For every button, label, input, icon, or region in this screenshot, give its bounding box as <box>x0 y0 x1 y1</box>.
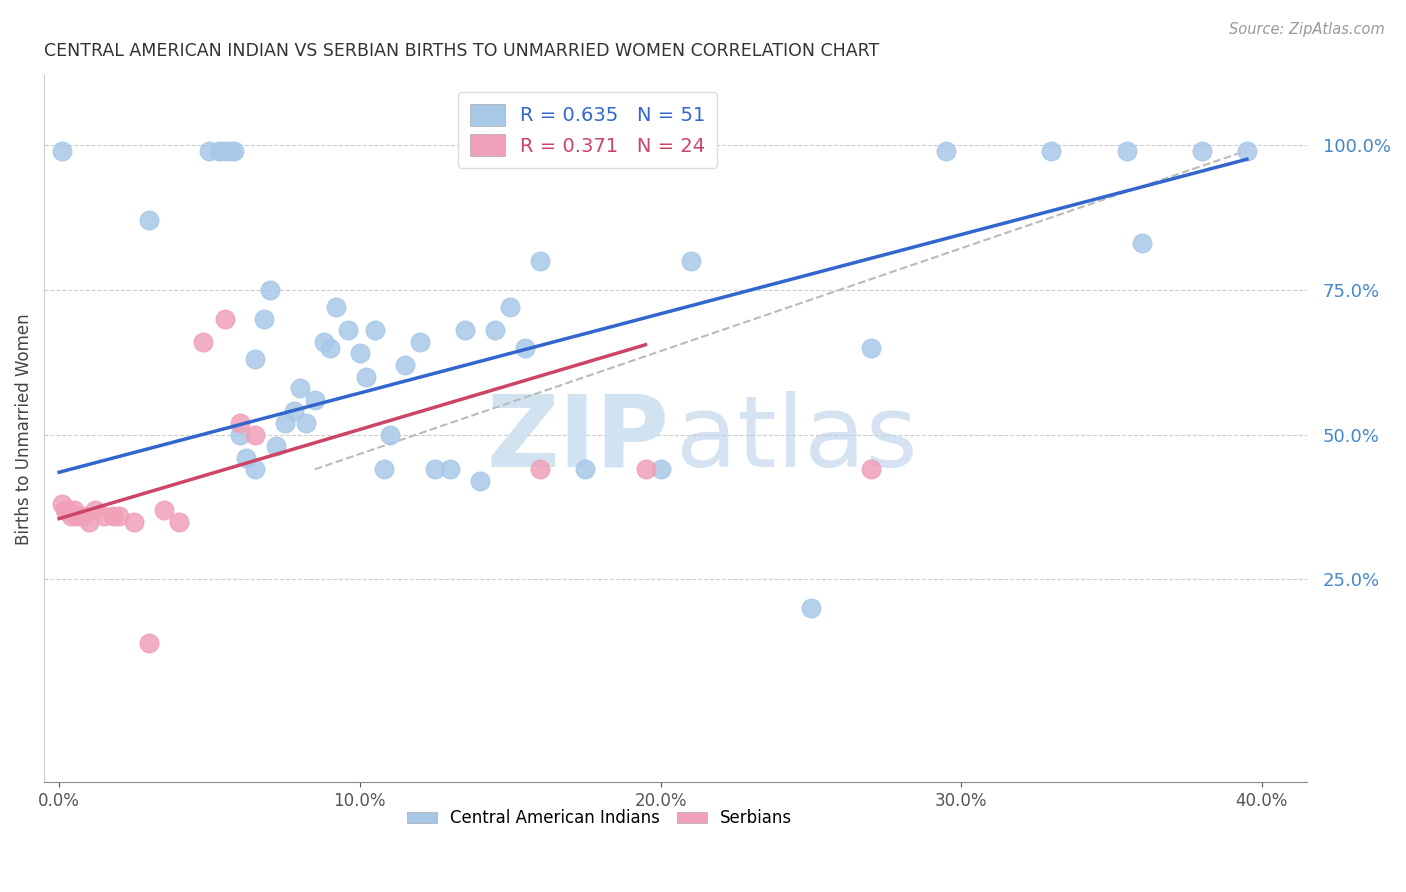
Point <box>103 508 125 523</box>
Point <box>252 311 274 326</box>
Point <box>77 515 100 529</box>
Text: Source: ZipAtlas.com: Source: ZipAtlas.com <box>1229 22 1385 37</box>
Point <box>423 462 446 476</box>
Point <box>66 508 89 523</box>
Point <box>574 462 596 476</box>
Point <box>235 450 257 465</box>
Point <box>243 352 266 367</box>
Point <box>51 497 73 511</box>
Point <box>409 334 432 349</box>
Point <box>499 300 522 314</box>
Point <box>319 341 342 355</box>
Point <box>634 462 657 476</box>
Point <box>108 508 131 523</box>
Point <box>650 462 672 476</box>
Point <box>264 439 287 453</box>
Point <box>312 334 335 349</box>
Point <box>454 323 477 337</box>
Point <box>394 358 416 372</box>
Point <box>679 253 702 268</box>
Point <box>60 508 83 523</box>
Point <box>153 503 176 517</box>
Point <box>228 427 250 442</box>
Point <box>273 416 295 430</box>
Point <box>283 404 305 418</box>
Point <box>219 144 242 158</box>
Point <box>354 369 377 384</box>
Point <box>364 323 387 337</box>
Point <box>84 503 107 517</box>
Point <box>935 144 957 158</box>
Point <box>378 427 401 442</box>
Point <box>214 311 236 326</box>
Point <box>259 283 281 297</box>
Point <box>529 462 551 476</box>
Point <box>1130 236 1153 251</box>
Point <box>325 300 347 314</box>
Point <box>349 346 371 360</box>
Point <box>529 253 551 268</box>
Point <box>439 462 461 476</box>
Point <box>800 601 823 615</box>
Legend: Central American Indians, Serbians: Central American Indians, Serbians <box>401 803 799 834</box>
Point <box>56 503 79 517</box>
Text: ZIP: ZIP <box>486 391 669 488</box>
Point <box>198 144 221 158</box>
Point <box>1040 144 1063 158</box>
Point <box>860 341 883 355</box>
Point <box>193 334 215 349</box>
Point <box>243 462 266 476</box>
Point <box>1236 144 1258 158</box>
Point <box>243 427 266 442</box>
Point <box>72 508 94 523</box>
Point <box>93 508 115 523</box>
Point <box>138 213 160 227</box>
Point <box>228 416 250 430</box>
Text: CENTRAL AMERICAN INDIAN VS SERBIAN BIRTHS TO UNMARRIED WOMEN CORRELATION CHART: CENTRAL AMERICAN INDIAN VS SERBIAN BIRTH… <box>44 42 879 60</box>
Point <box>860 462 883 476</box>
Point <box>468 474 491 488</box>
Point <box>124 515 146 529</box>
Point <box>373 462 395 476</box>
Point <box>207 144 229 158</box>
Point <box>336 323 359 337</box>
Y-axis label: Births to Unmarried Women: Births to Unmarried Women <box>15 313 32 545</box>
Point <box>1191 144 1213 158</box>
Point <box>288 381 311 395</box>
Point <box>294 416 316 430</box>
Point <box>169 515 191 529</box>
Point <box>138 636 160 650</box>
Point <box>222 144 245 158</box>
Point <box>53 503 76 517</box>
Point <box>51 144 73 158</box>
Point <box>515 341 537 355</box>
Point <box>1115 144 1137 158</box>
Point <box>304 392 326 407</box>
Text: atlas: atlas <box>675 391 917 488</box>
Point <box>484 323 506 337</box>
Point <box>214 144 236 158</box>
Point <box>63 503 86 517</box>
